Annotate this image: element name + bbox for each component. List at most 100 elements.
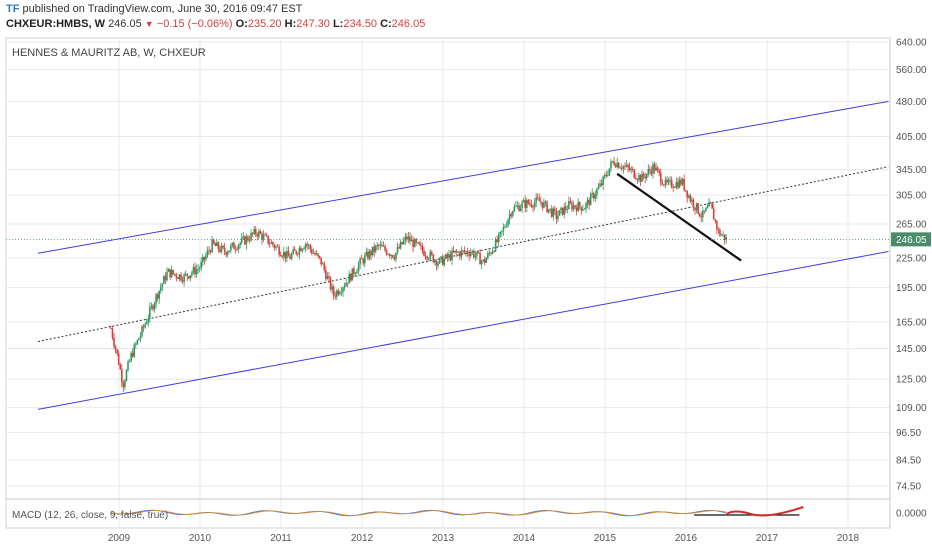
candle [563, 202, 565, 219]
candle [423, 246, 425, 257]
candle [127, 359, 129, 372]
candle [276, 243, 279, 248]
price-axis[interactable]: 640.00 560.00 480.00 405.00 345.00 305.00 265.… [896, 38, 927, 520]
candle [501, 230, 503, 237]
candle [390, 254, 393, 260]
candle [532, 205, 534, 212]
candle [533, 198, 536, 211]
symbol-label[interactable]: CHXEUR:HMBS, W [6, 18, 105, 30]
candle [445, 253, 447, 260]
candle [508, 209, 511, 225]
candle [705, 207, 707, 212]
last-price-badge: 246.05 [891, 232, 931, 247]
candle [455, 248, 458, 257]
candle [652, 161, 654, 179]
candle [409, 232, 411, 246]
candle [304, 242, 307, 253]
price-tick-label: 480.00 [896, 97, 927, 108]
candle [264, 232, 266, 236]
time-axis[interactable]: 2009 2010 2011 2012 2013 2014 2015 2016 2017 2018 [108, 533, 860, 544]
candle [337, 288, 340, 297]
candle [518, 202, 520, 212]
channel-line-mid[interactable] [37, 166, 889, 343]
candle [306, 241, 308, 251]
candle [691, 196, 693, 205]
candle [175, 272, 178, 282]
trend-line[interactable] [616, 172, 742, 262]
candle [119, 362, 122, 370]
candle [686, 190, 689, 203]
candle [346, 282, 349, 288]
candle [317, 252, 319, 259]
candle [438, 257, 441, 265]
candle [488, 249, 491, 256]
candle [244, 235, 246, 246]
candle [490, 251, 492, 256]
channel-line-upper[interactable] [37, 100, 889, 254]
candle [647, 164, 650, 177]
candle [245, 233, 248, 250]
candle [555, 207, 558, 225]
candle [117, 350, 120, 366]
candle [424, 251, 427, 260]
candle [591, 188, 594, 198]
candle [315, 249, 318, 256]
candle [236, 246, 238, 251]
candle [675, 177, 678, 190]
candle [382, 241, 385, 247]
candle [287, 246, 290, 257]
candles [110, 156, 727, 393]
candle [552, 206, 555, 221]
candle [412, 236, 414, 253]
candle [396, 242, 399, 255]
chart-frame [5, 37, 891, 529]
candle [692, 197, 695, 212]
candle [208, 246, 210, 255]
candle [170, 265, 173, 278]
candle [430, 250, 433, 257]
candle [666, 176, 668, 186]
candle [703, 210, 706, 214]
candle [202, 253, 204, 267]
candle [159, 282, 162, 294]
candle [379, 240, 382, 250]
candle [163, 274, 165, 284]
candle [653, 161, 656, 174]
price-tick-label: 84.50 [896, 455, 921, 466]
close-value: 246.05 [391, 18, 426, 30]
candle [325, 265, 327, 282]
candle [161, 283, 164, 292]
candle [613, 156, 615, 167]
candle [608, 168, 611, 177]
candle [695, 202, 698, 214]
candle [183, 272, 185, 287]
candle [309, 243, 312, 254]
grid [6, 38, 890, 528]
candle [697, 203, 699, 215]
candle [468, 250, 470, 261]
candle [110, 325, 112, 329]
price-tick-label: 640.00 [896, 38, 927, 49]
time-tick-label: 2018 [837, 533, 860, 544]
candle [702, 206, 704, 223]
candle [311, 246, 313, 256]
candle [583, 207, 586, 210]
candle [452, 245, 455, 254]
price-tick-label: 165.00 [896, 317, 927, 328]
candle [206, 246, 209, 259]
candle [198, 265, 201, 273]
candle [226, 250, 229, 258]
candle [387, 253, 389, 256]
low-label: L: [332, 18, 344, 30]
candle [353, 265, 355, 278]
candle [326, 272, 329, 280]
candle [483, 256, 486, 266]
time-tick-label: 2010 [189, 533, 212, 544]
tradingview-logo[interactable]: TF [6, 3, 20, 15]
candle [297, 252, 299, 257]
candle [443, 255, 446, 268]
open-value: 235.20 [247, 18, 282, 30]
candle [320, 257, 322, 267]
channel-line-lower[interactable] [37, 250, 889, 410]
